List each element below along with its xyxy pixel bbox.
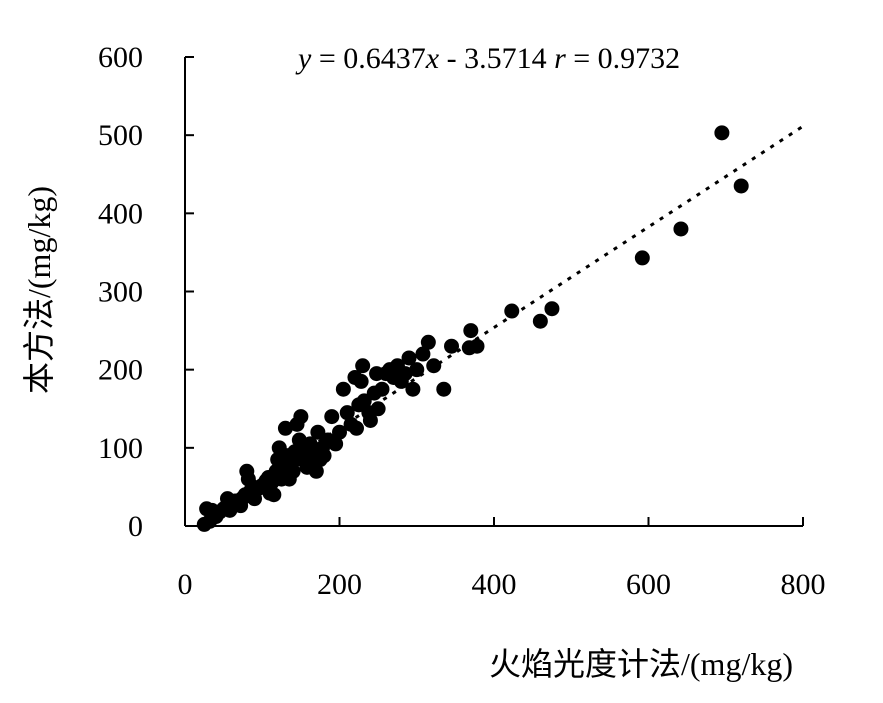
x-tick-label: 600 xyxy=(626,568,671,601)
y-tick-label: 600 xyxy=(98,41,143,74)
y-tick-label: 400 xyxy=(98,197,143,230)
data-point xyxy=(436,381,452,397)
y-tick-label: 500 xyxy=(98,119,143,152)
equation-intercept: - 3.5714 xyxy=(439,42,554,75)
data-point xyxy=(316,448,332,464)
data-point xyxy=(714,125,730,141)
x-tick-label: 0 xyxy=(178,568,193,601)
data-point xyxy=(362,412,378,428)
y-tick-label: 300 xyxy=(98,276,143,309)
y-axis-title: 本方法/(mg/kg) xyxy=(21,186,57,394)
equation-x-variable: x xyxy=(425,42,440,75)
data-point xyxy=(532,313,548,329)
data-point xyxy=(328,436,344,452)
y-tick-label: 0 xyxy=(128,510,143,543)
data-point xyxy=(469,338,485,354)
data-point xyxy=(733,178,749,194)
data-point xyxy=(420,334,436,350)
data-point xyxy=(374,381,390,397)
data-point xyxy=(504,303,520,319)
data-point xyxy=(355,358,371,374)
x-axis-title: 火焰光度计法/(mg/kg) xyxy=(489,646,793,682)
data-point xyxy=(308,463,324,479)
equation-r-value: = 0.9732 xyxy=(566,42,680,75)
data-point xyxy=(401,350,417,366)
data-point xyxy=(673,221,689,237)
trendline-layer xyxy=(207,125,804,515)
data-point xyxy=(324,409,340,425)
data-point xyxy=(463,323,479,339)
axes: 0 100 200 300 400 500 600 0 200 400 600 800 xyxy=(98,41,826,601)
data-point xyxy=(370,401,386,417)
y-tick-label: 200 xyxy=(98,354,143,387)
data-point xyxy=(335,381,351,397)
data-point xyxy=(426,358,442,374)
data-point xyxy=(544,301,560,317)
data-points xyxy=(196,125,749,532)
data-point xyxy=(266,487,282,503)
data-point xyxy=(332,424,347,440)
data-point xyxy=(405,381,421,397)
data-point xyxy=(285,463,301,479)
data-point xyxy=(634,250,650,266)
data-point xyxy=(339,405,355,421)
data-point xyxy=(348,420,364,436)
equation-r-variable: r xyxy=(554,42,566,75)
trendline xyxy=(207,125,804,515)
x-tick-label: 200 xyxy=(317,568,362,601)
equation-y-variable: y xyxy=(295,42,312,75)
data-point xyxy=(293,409,309,425)
y-tick-label: 100 xyxy=(98,432,143,465)
data-point xyxy=(444,338,460,354)
data-point xyxy=(277,420,293,436)
data-point xyxy=(409,362,425,378)
data-point xyxy=(353,373,369,389)
equation-slope: = 0.6437 xyxy=(311,42,425,75)
x-tick-label: 800 xyxy=(781,568,826,601)
x-tick-label: 400 xyxy=(472,568,517,601)
data-point xyxy=(415,346,431,362)
data-point xyxy=(397,366,413,382)
regression-equation: y = 0.6437x - 3.5714 r = 0.9732 xyxy=(295,42,680,75)
